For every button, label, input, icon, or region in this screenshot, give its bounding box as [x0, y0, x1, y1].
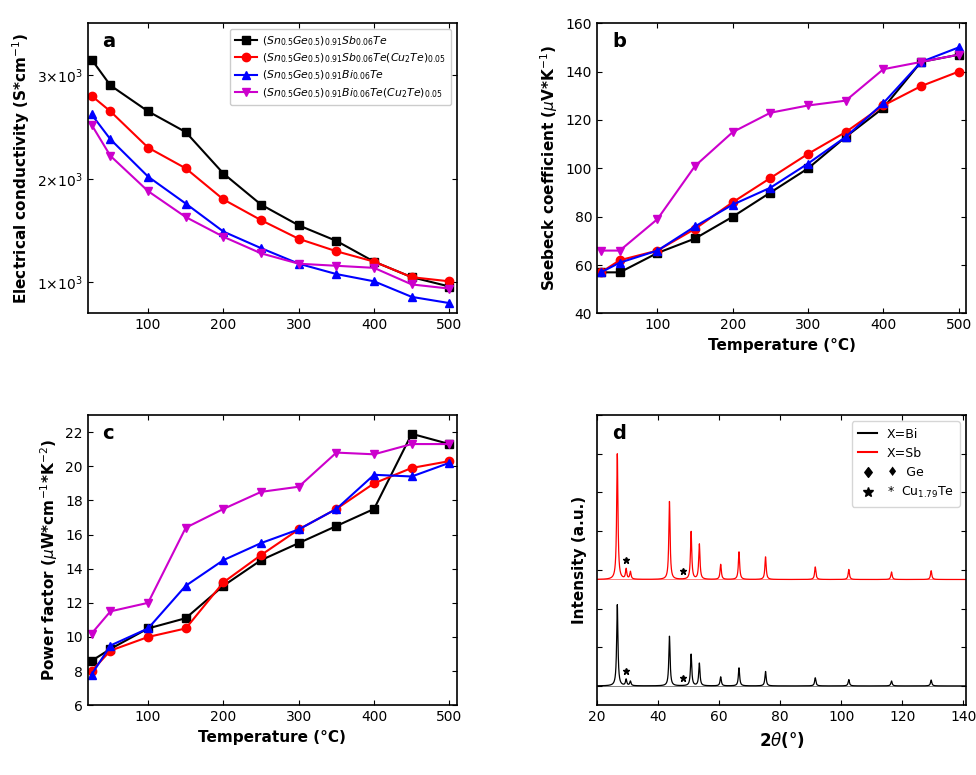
Y-axis label: Seebeck coefficient ($\mu$V*K$^{-1}$): Seebeck coefficient ($\mu$V*K$^{-1}$)	[539, 45, 560, 291]
Y-axis label: Intensity (a.u.): Intensity (a.u.)	[572, 496, 587, 624]
Legend: X=Bi, X=Sb, ♦  Ge, *  Cu$_{1.79}$Te: X=Bi, X=Sb, ♦ Ge, * Cu$_{1.79}$Te	[852, 422, 960, 507]
X-axis label: Temperature (°C): Temperature (°C)	[198, 730, 346, 745]
Y-axis label: Power factor ($\mu$W*cm$^{-1}$*K$^{-2}$): Power factor ($\mu$W*cm$^{-1}$*K$^{-2}$)	[38, 439, 60, 681]
X-axis label: 2$\theta$(°): 2$\theta$(°)	[758, 730, 804, 749]
Text: d: d	[612, 424, 626, 443]
Text: b: b	[612, 32, 626, 51]
X-axis label: Temperature (°C): Temperature (°C)	[708, 338, 856, 353]
Text: c: c	[102, 424, 114, 443]
Text: a: a	[102, 32, 116, 51]
Legend: $(Sn_{0.5}Ge_{0.5})_{0.91}Sb_{0.06}Te$, $(Sn_{0.5}Ge_{0.5})_{0.91}Sb_{0.06}Te(Cu: $(Sn_{0.5}Ge_{0.5})_{0.91}Sb_{0.06}Te$, …	[229, 29, 452, 105]
Y-axis label: Electrical conductivity (S*cm$^{-1}$): Electrical conductivity (S*cm$^{-1}$)	[10, 33, 32, 304]
